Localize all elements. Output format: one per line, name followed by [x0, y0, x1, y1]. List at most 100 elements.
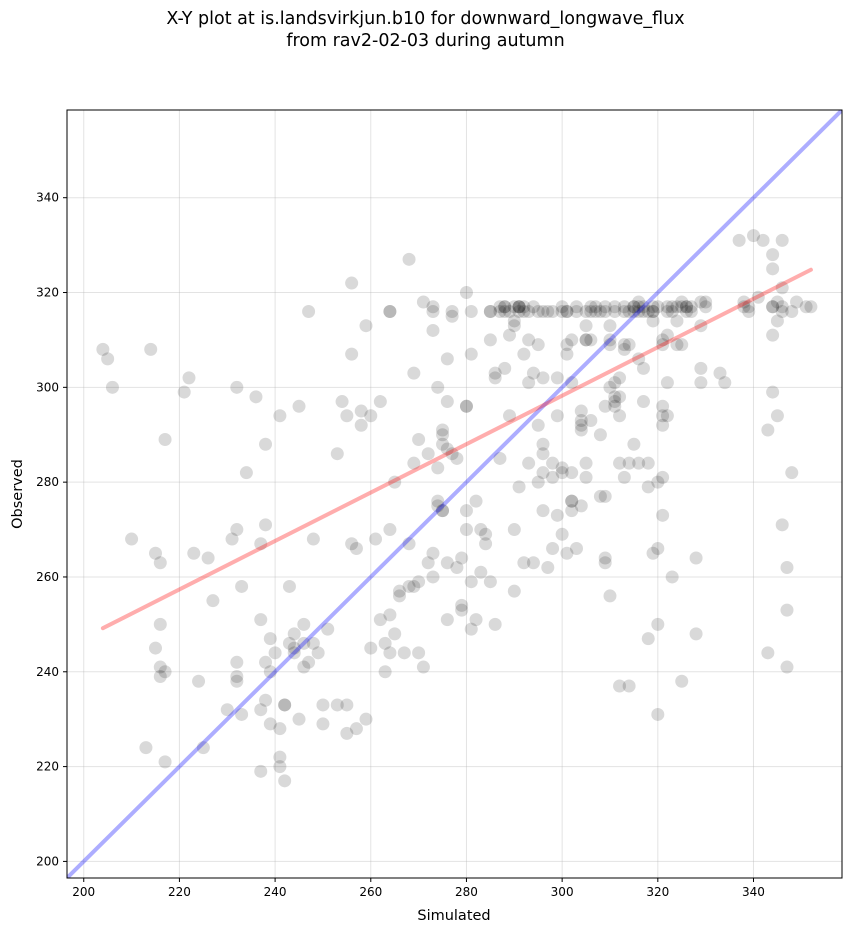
scatter-point [627, 300, 641, 314]
scatter-point [613, 390, 627, 404]
scatter-point [569, 304, 583, 318]
scatter-point [340, 409, 354, 423]
scatter-point [507, 300, 521, 314]
scatter-point [431, 461, 445, 475]
scatter-point [593, 489, 607, 503]
scatter-point [646, 300, 660, 314]
scatter-point [584, 414, 598, 428]
scatter-point [780, 603, 794, 617]
scatter-point [641, 632, 655, 646]
scatter-point [565, 494, 579, 508]
scatter-point [287, 646, 301, 660]
scatter-point [445, 309, 459, 323]
scatter-point [383, 646, 397, 660]
scatter-point [665, 304, 679, 318]
scatter-point [498, 300, 512, 314]
scatter-point [541, 560, 555, 574]
scatter-point [766, 300, 780, 314]
scatter-point [359, 712, 373, 726]
scatter-point [675, 295, 689, 309]
scatter-point [512, 300, 526, 314]
scatter-point [555, 304, 569, 318]
scatter-point [699, 300, 713, 314]
scatter-point [230, 380, 244, 394]
scatter-point [646, 314, 660, 328]
scatter-point [512, 304, 526, 318]
scatter-point [378, 636, 392, 650]
scatter-point [651, 542, 665, 556]
x-tick-label: 320 [646, 885, 669, 899]
scatter-point [579, 304, 593, 318]
scatter-point [536, 371, 550, 385]
scatter-point [397, 646, 411, 660]
scatter-point [503, 328, 517, 342]
scatter-point [546, 542, 560, 556]
scatter-point [565, 466, 579, 480]
scatter-point [192, 674, 206, 688]
scatter-point [440, 556, 454, 570]
scatter-point [598, 300, 612, 314]
chart-title: X-Y plot at is.landsvirkjun.b10 for down… [0, 8, 851, 52]
scatter-point [636, 304, 650, 318]
scatter-point [483, 304, 497, 318]
scatter-point [517, 304, 531, 318]
scatter-point [718, 376, 732, 390]
scatter-point [613, 409, 627, 423]
scatter-point [641, 480, 655, 494]
scatter-point [560, 338, 574, 352]
scatter-point [459, 504, 473, 518]
scatter-point [751, 290, 765, 304]
scatter-point [660, 376, 674, 390]
scatter-point [273, 409, 287, 423]
scatter-point [560, 304, 574, 318]
scatter-point [306, 636, 320, 650]
scatter-point [555, 466, 569, 480]
scatter-point [608, 376, 622, 390]
scatter-point [598, 304, 612, 318]
scatter-point [230, 655, 244, 669]
scatter-point [282, 636, 296, 650]
y-tick-label: 300 [36, 380, 59, 394]
scatter-point [617, 342, 631, 356]
scatter-point [383, 523, 397, 537]
axis-ticks: 200 220 240 260 280 300 320 340 200 220 240 260 280 3… [36, 191, 765, 899]
scatter-point [254, 703, 268, 717]
scatter-point [474, 565, 488, 579]
scatter-point [493, 304, 507, 318]
scatter-point [694, 376, 708, 390]
scatter-point [560, 304, 574, 318]
scatter-point [187, 546, 201, 560]
scatter-point [464, 622, 478, 636]
scatter-point [407, 366, 421, 380]
scatter-point [507, 314, 521, 328]
scatter-point [388, 475, 402, 489]
scatter-point [761, 423, 775, 437]
scatter-point [483, 333, 497, 347]
scatter-point [235, 579, 249, 593]
scatter-point [565, 333, 579, 347]
scatter-point [345, 537, 359, 551]
scatter-point [737, 300, 751, 314]
scatter-point [263, 717, 277, 731]
scatter-point [302, 655, 316, 669]
scatter-point [660, 300, 674, 314]
scatter-point [584, 333, 598, 347]
scatter-point [359, 319, 373, 333]
scatter-point [531, 304, 545, 318]
scatter-point [345, 347, 359, 361]
x-axis-label: Simulated [417, 908, 490, 924]
scatter-point [455, 551, 469, 565]
scatter-point [426, 570, 440, 584]
scatter-point [440, 613, 454, 627]
scatter-point [584, 304, 598, 318]
scatter-point [259, 518, 273, 532]
scatter-point [445, 447, 459, 461]
scatter-point [684, 300, 698, 314]
scatter-point [574, 404, 588, 418]
scatter-point [503, 304, 517, 318]
x-tick-label: 300 [551, 885, 574, 899]
scatter-point [316, 698, 330, 712]
scatter-point [431, 494, 445, 508]
scatter-point [369, 532, 383, 546]
scatter-point [153, 670, 167, 684]
